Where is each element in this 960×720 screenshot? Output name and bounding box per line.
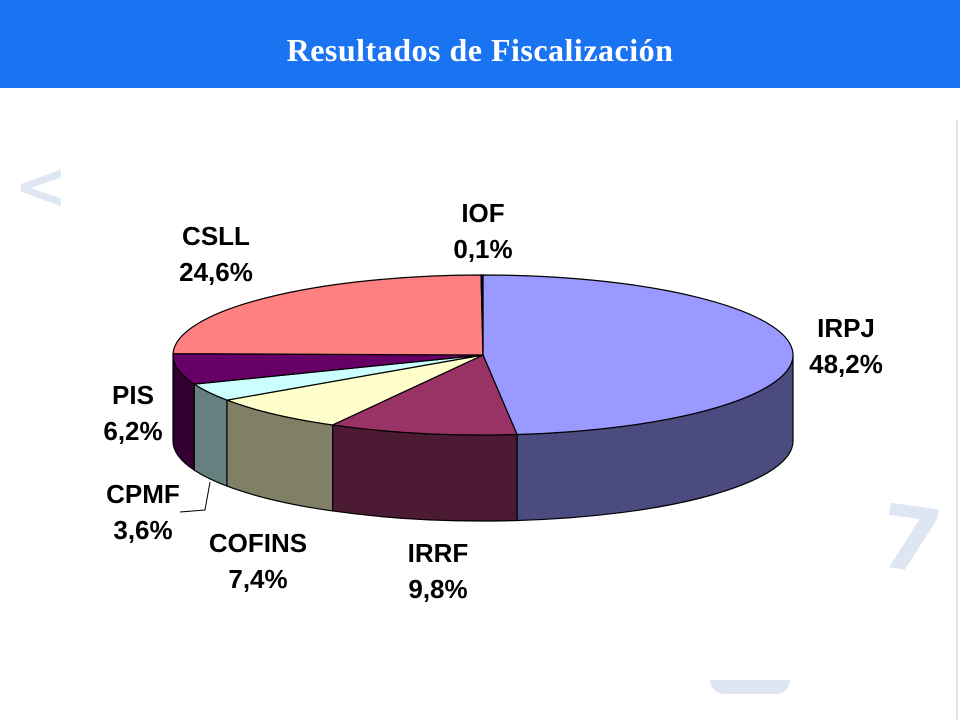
- page-title: Resultados de Fiscalización: [286, 32, 674, 68]
- header-bar: [0, 0, 960, 88]
- slice-name-csll: CSLL: [182, 221, 250, 251]
- pie-slices: [172, 274, 794, 436]
- leader-lines: [179, 481, 211, 513]
- slice-value-cpmf: 3,6%: [113, 515, 172, 545]
- slice-value-irpj: 48,2%: [809, 349, 883, 379]
- pie-slice-csll: [172, 274, 484, 356]
- pie-slice-irpj: [482, 274, 794, 436]
- slice-name-pis: PIS: [112, 380, 154, 410]
- slice-name-cpmf: CPMF: [106, 479, 180, 509]
- slice-value-cofins: 7,4%: [228, 564, 287, 594]
- slice-value-csll: 24,6%: [179, 257, 253, 287]
- watermark-shape-bottom: [710, 680, 790, 694]
- pie-slice-pis: [172, 353, 484, 385]
- slice-value-irrf: 9,8%: [408, 574, 467, 604]
- leader-line-cpmf: [179, 481, 211, 513]
- slice-labels: IRPJ 48,2% IRRF 9,8% COFINS 7,4% CPMF 3,6% PIS 6,…: [103, 198, 883, 604]
- pie-slice-irrf: [330, 354, 518, 436]
- pie-slice-iof: [480, 274, 484, 356]
- slice-name-iof: IOF: [461, 198, 504, 228]
- slice-value-iof: 0,1%: [453, 234, 512, 264]
- slice-name-irrf: IRRF: [408, 538, 469, 568]
- slide-edge-line: [956, 120, 958, 720]
- slice-name-cofins: COFINS: [209, 528, 307, 558]
- pie-side-cpmf: [193, 383, 228, 487]
- pie-side-irrf: [332, 424, 518, 522]
- pie-slice-cofins: [224, 354, 484, 426]
- watermark-glyph-left: <: [14, 150, 68, 224]
- slice-value-pis: 6,2%: [103, 416, 162, 446]
- slice-name-irpj: IRPJ: [817, 313, 875, 343]
